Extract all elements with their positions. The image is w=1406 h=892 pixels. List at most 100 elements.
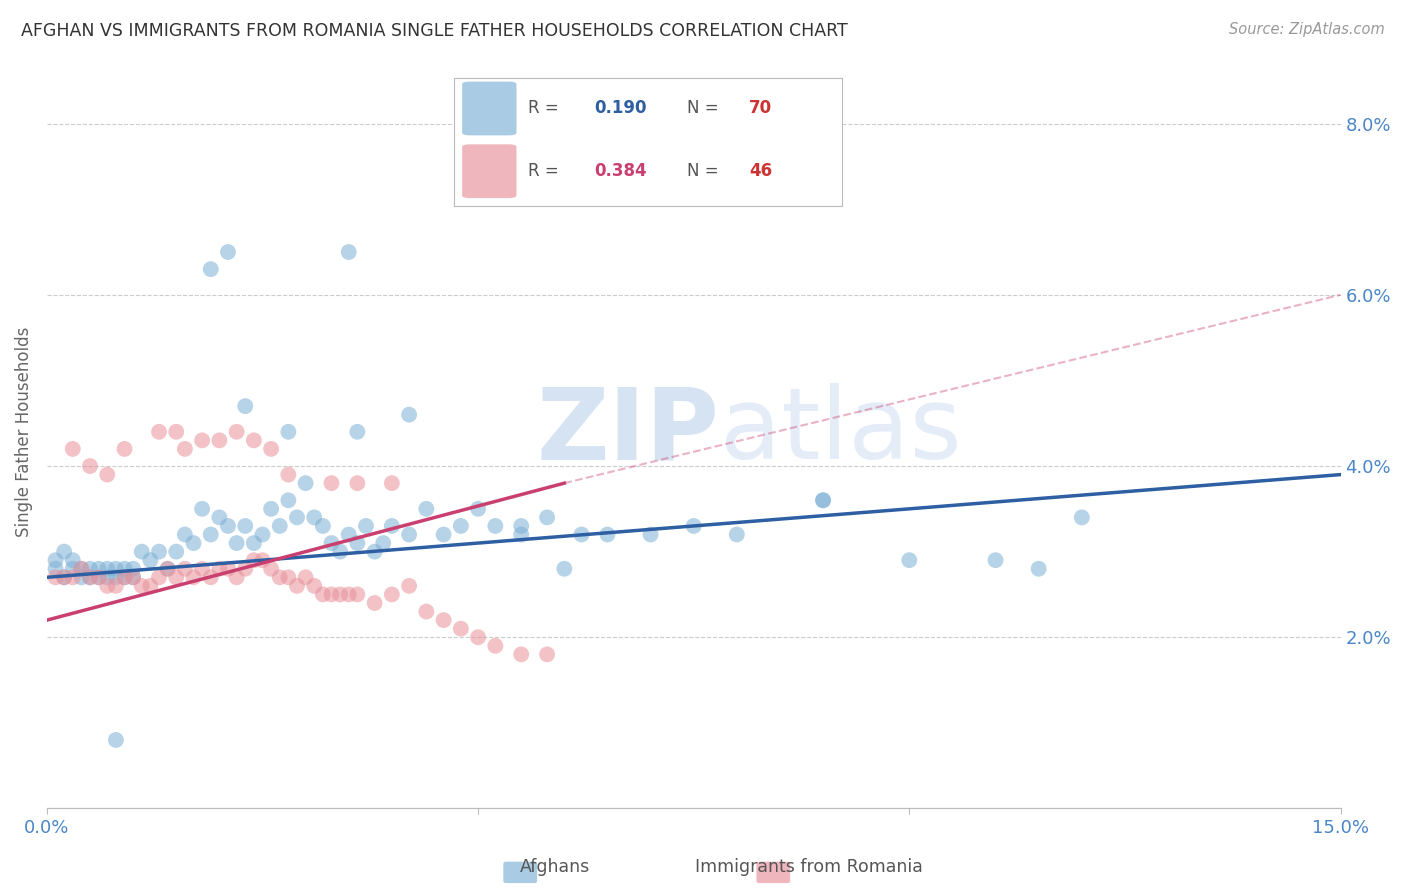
Point [1070, 510, 1092, 524]
Point [165, 425, 187, 439]
Point [346, 587, 368, 601]
Point [104, 579, 127, 593]
Point [70, 562, 93, 576]
Point [553, 562, 575, 576]
Point [208, 434, 231, 448]
Point [398, 579, 420, 593]
Point [450, 519, 472, 533]
Point [381, 587, 404, 601]
Point [373, 536, 395, 550]
Point [62, 553, 84, 567]
Point [510, 519, 533, 533]
Point [156, 562, 179, 576]
Point [984, 553, 1007, 567]
Point [294, 570, 316, 584]
Point [329, 587, 352, 601]
Point [200, 262, 222, 277]
Point [96, 562, 118, 576]
Point [381, 476, 404, 491]
Point [277, 425, 299, 439]
Point [148, 570, 170, 584]
Point [173, 442, 195, 456]
Point [233, 399, 256, 413]
Point [148, 425, 170, 439]
Point [114, 570, 136, 584]
Point [811, 493, 834, 508]
Point [640, 527, 662, 541]
Point [122, 562, 145, 576]
Point [114, 562, 136, 576]
Point [183, 536, 205, 550]
Point [225, 536, 247, 550]
Point [243, 434, 266, 448]
Point [104, 733, 127, 747]
Point [87, 570, 110, 584]
Point [302, 579, 325, 593]
Point [173, 527, 195, 541]
Point [191, 562, 214, 576]
Point [321, 587, 343, 601]
Point [252, 527, 274, 541]
Point [217, 245, 239, 260]
Point [363, 544, 385, 558]
Point [1028, 562, 1050, 576]
Point [571, 527, 593, 541]
Point [346, 476, 368, 491]
Point [53, 570, 76, 584]
Point [260, 562, 283, 576]
Point [217, 519, 239, 533]
Point [285, 510, 308, 524]
Point [104, 570, 127, 584]
Point [321, 536, 343, 550]
Point [79, 570, 101, 584]
Point [243, 553, 266, 567]
Point [191, 434, 214, 448]
Point [433, 613, 456, 627]
Point [354, 519, 377, 533]
Point [70, 570, 93, 584]
Point [225, 425, 247, 439]
Point [277, 493, 299, 508]
Point [312, 587, 335, 601]
Point [122, 570, 145, 584]
Point [596, 527, 619, 541]
Point [114, 442, 136, 456]
Text: atlas: atlas [720, 384, 962, 480]
Point [96, 467, 118, 482]
Point [484, 639, 506, 653]
Point [260, 442, 283, 456]
Point [433, 527, 456, 541]
Point [208, 510, 231, 524]
Point [811, 493, 834, 508]
Point [44, 562, 66, 576]
Text: AFGHAN VS IMMIGRANTS FROM ROMANIA SINGLE FATHER HOUSEHOLDS CORRELATION CHART: AFGHAN VS IMMIGRANTS FROM ROMANIA SINGLE… [21, 22, 848, 40]
Point [269, 570, 291, 584]
Point [536, 510, 558, 524]
Text: Afghans: Afghans [520, 858, 591, 876]
Point [79, 562, 101, 576]
Point [139, 579, 162, 593]
Point [131, 579, 153, 593]
Point [269, 519, 291, 533]
Text: Immigrants from Romania: Immigrants from Romania [695, 858, 922, 876]
Point [467, 630, 489, 644]
Point [337, 587, 360, 601]
Point [53, 570, 76, 584]
Point [62, 570, 84, 584]
Point [87, 562, 110, 576]
Point [725, 527, 748, 541]
Point [510, 648, 533, 662]
Point [363, 596, 385, 610]
Point [79, 458, 101, 473]
Text: Source: ZipAtlas.com: Source: ZipAtlas.com [1229, 22, 1385, 37]
Y-axis label: Single Father Households: Single Father Households [15, 326, 32, 537]
Point [337, 527, 360, 541]
Point [44, 570, 66, 584]
Point [104, 562, 127, 576]
Point [398, 408, 420, 422]
Point [225, 570, 247, 584]
Point [114, 570, 136, 584]
Point [450, 622, 472, 636]
Point [208, 562, 231, 576]
Point [682, 519, 704, 533]
